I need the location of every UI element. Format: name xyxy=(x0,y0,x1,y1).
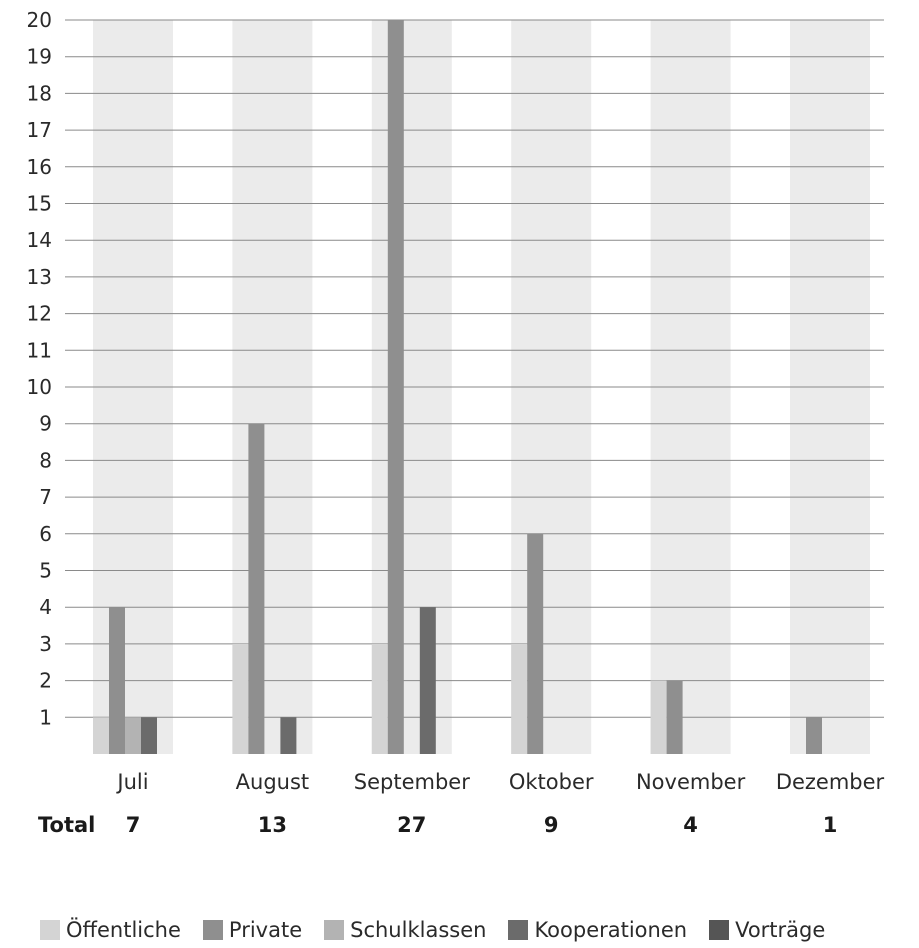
bar-öffentliche-september xyxy=(371,643,388,754)
bar-schulklassen-juli xyxy=(125,717,141,754)
total-value: 13 xyxy=(258,813,287,837)
total-value: 9 xyxy=(544,813,559,837)
y-tick-label: 14 xyxy=(27,228,52,252)
y-tick-label: 10 xyxy=(27,375,52,399)
legend-label: Kooperationen xyxy=(534,918,688,942)
y-tick-label: 6 xyxy=(39,522,52,546)
y-tick-label: 12 xyxy=(27,302,52,326)
bar-private-oktober xyxy=(527,533,544,754)
legend-label: Private xyxy=(228,918,303,942)
legend-item: Kooperationen xyxy=(508,918,687,942)
y-tick-label: 13 xyxy=(27,265,52,289)
y-tick-label: 2 xyxy=(39,669,52,693)
bars xyxy=(93,20,822,754)
bar-öffentliche-oktober xyxy=(511,643,528,754)
total-value: 4 xyxy=(683,813,698,837)
totals-row: Total 7 13 27 9 4 1 xyxy=(38,813,837,837)
legend-swatch xyxy=(40,920,60,940)
legend-swatch xyxy=(324,920,345,940)
x-tick-label: November xyxy=(636,770,746,794)
bar-öffentliche-november xyxy=(650,680,667,754)
y-tick-label: 20 xyxy=(27,8,52,32)
bar-öffentliche-juli xyxy=(93,717,109,754)
gridlines xyxy=(65,19,884,718)
y-tick-label: 3 xyxy=(39,632,52,656)
y-tick-label: 16 xyxy=(27,155,52,179)
y-tick-label: 5 xyxy=(39,559,52,583)
y-tick-label: 9 xyxy=(39,412,52,436)
legend: Öffentliche Private Schulklassen Kooperatio… xyxy=(40,918,847,942)
bar-private-september xyxy=(387,20,404,754)
y-tick-label: 7 xyxy=(39,485,52,509)
x-tick-label: Oktober xyxy=(509,770,594,794)
bar-kooperationen-juli xyxy=(141,717,157,754)
legend-item: Schulklassen xyxy=(324,918,486,942)
legend-label: Öffentliche xyxy=(66,918,181,942)
x-tick-label: Juli xyxy=(115,770,148,794)
legend-item: Vorträge xyxy=(709,918,825,942)
y-tick-label: 17 xyxy=(27,118,52,142)
y-tick-label: 4 xyxy=(39,595,52,619)
legend-item: Öffentliche xyxy=(40,918,181,942)
x-tick-label: Dezember xyxy=(776,770,885,794)
bar-private-november xyxy=(666,680,683,754)
total-value: 27 xyxy=(397,813,426,837)
legend-label: Schulklassen xyxy=(350,918,487,942)
legend-item: Private xyxy=(202,918,303,942)
x-tick-label: September xyxy=(354,770,470,794)
y-tick-label: 11 xyxy=(27,338,52,362)
bar-private-august xyxy=(248,423,265,754)
y-tick-label: 8 xyxy=(39,448,52,472)
bar-öffentliche-august xyxy=(232,643,249,754)
legend-swatch xyxy=(202,920,223,940)
y-tick-label: 15 xyxy=(27,192,52,216)
legend-label: Vorträge xyxy=(735,918,826,942)
y-tick-label: 18 xyxy=(27,81,52,105)
bar-kooperationen-august xyxy=(280,717,297,754)
legend-swatch xyxy=(709,920,730,940)
y-tick-label: 1 xyxy=(39,705,52,729)
total-value: 7 xyxy=(126,813,141,837)
bar-kooperationen-september xyxy=(419,607,436,754)
bar-private-juli xyxy=(109,607,125,754)
y-tick-label: 19 xyxy=(27,45,52,69)
x-tick-label: August xyxy=(236,770,310,794)
total-value: 1 xyxy=(823,813,838,837)
legend-swatch xyxy=(508,920,529,940)
bar-private-dezember xyxy=(806,717,822,754)
x-axis-labels: Juli August September Oktober November Dezemb… xyxy=(115,770,884,794)
totals-label: Total xyxy=(38,813,95,837)
